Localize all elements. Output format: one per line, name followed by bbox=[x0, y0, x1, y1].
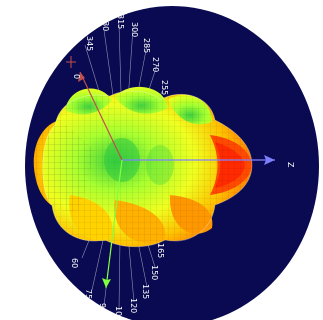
angle-label: 285 bbox=[142, 38, 151, 53]
angle-label: 255 bbox=[160, 80, 169, 95]
angle-label: 90 bbox=[98, 303, 107, 313]
axis-z-label: Z bbox=[286, 162, 295, 168]
angle-labels: 0 345 330 315 300 285 270 255 60 75 90 1… bbox=[70, 14, 169, 320]
angle-label: 345 bbox=[85, 36, 94, 51]
angle-label: 300 bbox=[130, 22, 139, 37]
angle-label: 315 bbox=[116, 14, 125, 29]
angle-label: 270 bbox=[151, 57, 160, 72]
axis-z bbox=[122, 155, 275, 165]
angle-label: 165 bbox=[156, 243, 165, 258]
angle-label: 0 bbox=[72, 74, 81, 79]
angle-label: 135 bbox=[141, 284, 150, 299]
angle-label: 330 bbox=[101, 16, 110, 31]
angle-label: 60 bbox=[70, 258, 79, 268]
axis-y bbox=[102, 159, 123, 289]
angle-label: 120 bbox=[129, 298, 138, 313]
axis-x bbox=[66, 56, 123, 161]
radiation-lobes bbox=[33, 86, 253, 248]
angle-label: 150 bbox=[150, 265, 159, 280]
angle-label: 75 bbox=[84, 289, 93, 299]
angle-label: 105 bbox=[114, 306, 123, 320]
